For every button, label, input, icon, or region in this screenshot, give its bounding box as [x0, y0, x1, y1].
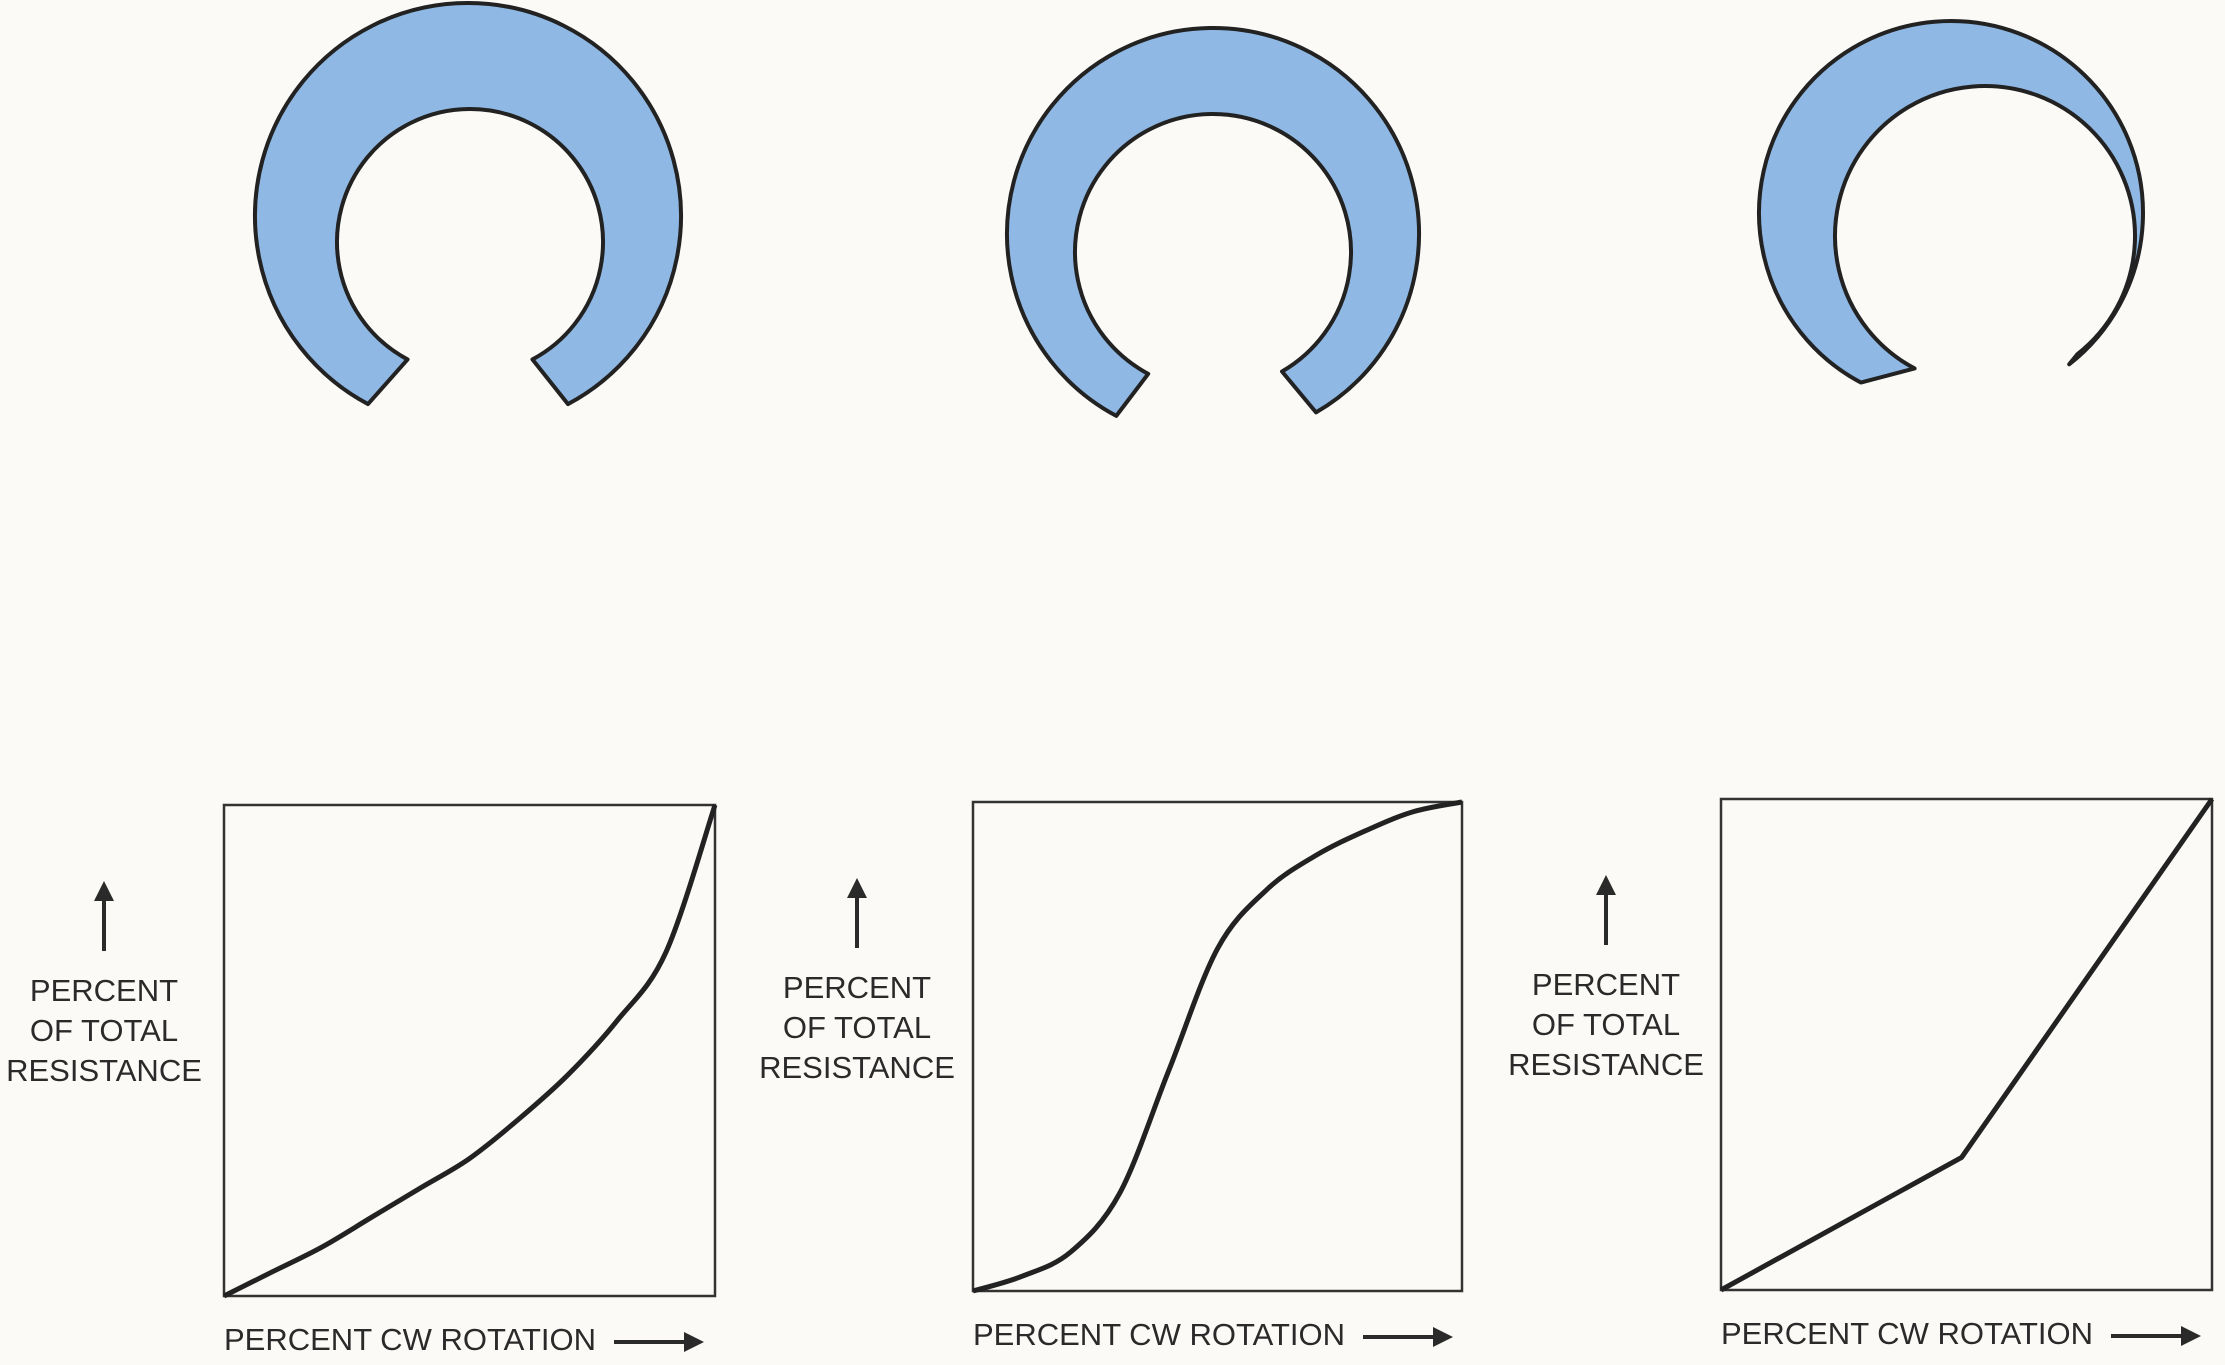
y-axis-label: RESISTANCE [6, 1053, 202, 1088]
resistive-element [253, 1, 683, 407]
y-axis-label: OF TOTAL [783, 1010, 931, 1045]
y-axis-label: OF TOTAL [30, 1013, 178, 1048]
y-axis-label: RESISTANCE [759, 1050, 955, 1085]
taper-curve [222, 804, 718, 1299]
taper-curve [1719, 797, 2215, 1293]
y-axis-label: RESISTANCE [1508, 1047, 1704, 1082]
plot-frame [1719, 797, 2214, 1292]
resistive-element [1005, 26, 1421, 418]
y-axis-label: PERCENT [30, 973, 178, 1008]
y-axis-label: PERCENT [1532, 967, 1680, 1002]
x-axis-label: PERCENT CW ROTATION [973, 1317, 1345, 1352]
y-axis-label: OF TOTAL [1532, 1007, 1680, 1042]
taper-curve [972, 799, 1463, 1294]
plot-frame [971, 800, 1464, 1293]
y-axis-label: PERCENT [783, 970, 931, 1005]
plot-frame [222, 803, 717, 1298]
x-axis-label: PERCENT CW ROTATION [1721, 1316, 2093, 1351]
resistive-element [1757, 19, 2145, 385]
x-axis-label: PERCENT CW ROTATION [224, 1322, 596, 1357]
